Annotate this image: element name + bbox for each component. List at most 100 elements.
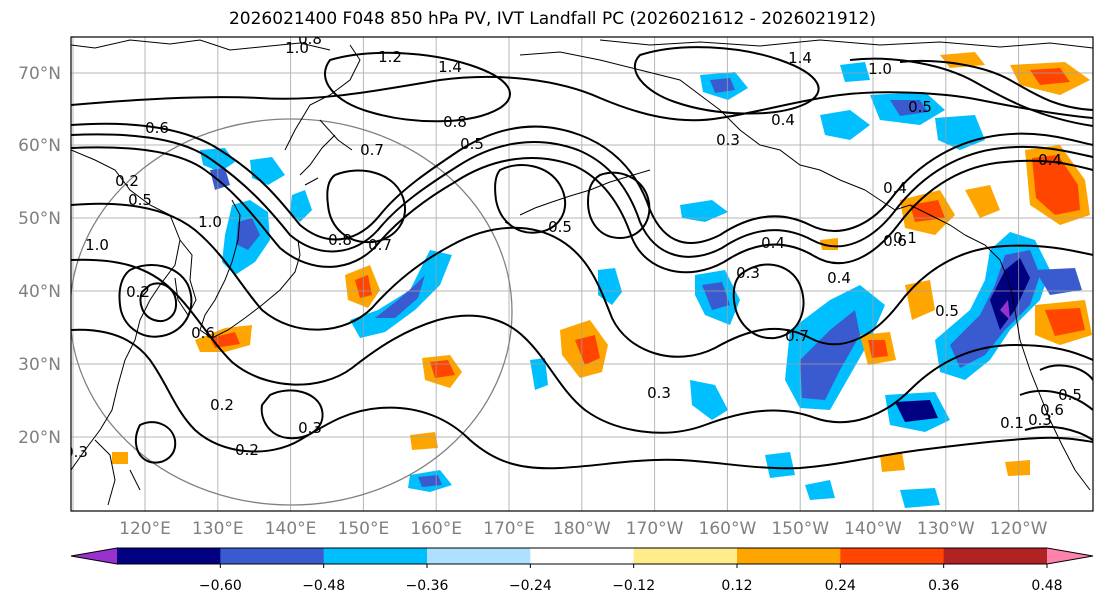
pv-contour-label: 0.5 bbox=[460, 135, 484, 153]
map-title: 2026021400 F048 850 hPa PV, IVT Landfall… bbox=[0, 9, 1105, 29]
pv-contour bbox=[71, 133, 1093, 258]
pv-contour-labels: 0.81.0 1.21.4 1.41.00.80.50.40.30.70.50.61… bbox=[71, 30, 1082, 461]
pv-contour-label: 0.7 bbox=[368, 236, 392, 254]
longitude-label: 140°W bbox=[844, 519, 902, 539]
longitude-label: 150°W bbox=[771, 519, 829, 539]
colorbar-segment bbox=[427, 548, 531, 564]
pv-contour bbox=[849, 57, 1093, 127]
pv-contour-label: 0.5 bbox=[908, 98, 932, 116]
longitude-label: 150°E bbox=[338, 519, 390, 539]
ivt-shading bbox=[112, 52, 1092, 508]
pv-contour bbox=[118, 264, 193, 338]
longitude-label: 130°E bbox=[192, 519, 244, 539]
map-panel: 0.81.0 1.21.4 1.41.00.80.50.40.30.70.50.61… bbox=[71, 30, 1093, 511]
pv-contour bbox=[732, 263, 805, 340]
longitude-label: 130°W bbox=[917, 519, 975, 539]
colorbar-extend-high bbox=[1047, 548, 1093, 564]
shade-positive bbox=[1030, 68, 1070, 85]
colorbar-outline bbox=[70, 547, 1094, 565]
shade-negative bbox=[210, 168, 230, 190]
shade-negative bbox=[840, 62, 870, 82]
longitude-label: 120°E bbox=[119, 519, 171, 539]
pv-contour bbox=[139, 282, 178, 322]
longitude-label: 170°W bbox=[626, 519, 684, 539]
shade-negative bbox=[990, 258, 1030, 330]
pv-contour-label: 0.1 bbox=[1000, 414, 1024, 432]
pv-contour bbox=[899, 59, 1093, 111]
latitude-label: 50°N bbox=[18, 209, 61, 229]
latitude-label: 40°N bbox=[18, 282, 61, 302]
longitude-labels: 120°E 130°E 140°E 150°E 160°E 170°E 180°W 170°W… bbox=[119, 519, 1048, 539]
map-frame bbox=[70, 36, 1094, 512]
pv-contour-label: 0.6 bbox=[883, 232, 907, 250]
pv-contour-label: 0.5 bbox=[935, 302, 959, 320]
pv-contour-label: 0.5 bbox=[128, 191, 152, 209]
coastline-korea bbox=[174, 239, 197, 316]
shade-negative bbox=[290, 190, 312, 222]
pv-contour-label: 0.2 bbox=[126, 283, 150, 301]
pv-contour bbox=[71, 328, 1093, 470]
latitude-labels: 70°N 60°N 50°N 40°N 30°N 20°N bbox=[18, 64, 61, 448]
colorbar-segment bbox=[117, 548, 221, 564]
pv-contour-label: 0.5 bbox=[1058, 386, 1082, 404]
coastline-japan bbox=[199, 199, 301, 339]
pv-contour-label: 0.3 bbox=[298, 419, 322, 437]
colorbar-tick-label: 0.48 bbox=[1031, 578, 1062, 594]
colorbar-tick-label: −0.60 bbox=[199, 578, 242, 594]
shade-negative bbox=[702, 282, 730, 310]
pv-contours bbox=[71, 46, 1093, 470]
shade-positive bbox=[1045, 308, 1085, 336]
coastline-kamchatka bbox=[284, 44, 361, 151]
shade-negative bbox=[1035, 268, 1082, 295]
shade-negative bbox=[820, 110, 870, 140]
colorbar-tick-label: 0.36 bbox=[928, 578, 959, 594]
shade-negative bbox=[530, 358, 548, 390]
pv-contour-label: 1.4 bbox=[788, 49, 812, 67]
latitude-label: 60°N bbox=[18, 136, 61, 156]
pv-contour bbox=[324, 51, 511, 123]
coastline-philippines bbox=[94, 439, 141, 506]
pv-contour-label: 0.7 bbox=[360, 141, 384, 159]
latitude-label: 70°N bbox=[18, 64, 61, 84]
pv-contour-label: 0.3 bbox=[1028, 411, 1052, 429]
longitude-label: 160°E bbox=[410, 519, 462, 539]
colorbar-segment bbox=[220, 548, 325, 564]
pv-contour-label: 0.2 bbox=[235, 441, 259, 459]
pv-contour-label: 0.3 bbox=[716, 131, 740, 149]
pv-contour bbox=[71, 146, 1093, 274]
colorbar-segment bbox=[943, 548, 1048, 564]
pv-contour-label: 0.2 bbox=[210, 396, 234, 414]
pv-contour bbox=[71, 75, 1093, 122]
colorbar-tick-label: −0.24 bbox=[509, 578, 552, 594]
longitude-label: 140°E bbox=[265, 519, 317, 539]
pv-contour-label: 1.2 bbox=[378, 48, 402, 66]
shade-negative bbox=[890, 100, 928, 116]
colorbar-tick-label: 0.24 bbox=[825, 578, 856, 594]
pv-contour-label: 0.8 bbox=[298, 30, 322, 48]
pv-contour-label: 0.4 bbox=[827, 269, 851, 287]
pv-contour bbox=[326, 169, 407, 244]
shade-negative bbox=[710, 78, 735, 93]
colorbar-segment bbox=[633, 548, 738, 564]
pv-contour bbox=[134, 421, 177, 464]
pv-contour-label: 0.6 bbox=[191, 324, 215, 342]
coastline-alaska bbox=[519, 51, 966, 236]
coastline-kuril bbox=[299, 134, 336, 186]
shade-negative bbox=[800, 310, 860, 400]
pv-contour-label: 0.6 bbox=[145, 119, 169, 137]
colorbar-extend-low bbox=[71, 548, 117, 564]
pv-contour-label: 1.0 bbox=[198, 213, 222, 231]
pv-contour bbox=[71, 122, 1093, 244]
pv-contour-label: 1.4 bbox=[438, 58, 462, 76]
shade-positive bbox=[575, 335, 600, 365]
shade-positive bbox=[940, 52, 985, 68]
pv-contour-label: 0.4 bbox=[1038, 151, 1062, 169]
pv-contour-label: 0.6 bbox=[1040, 401, 1064, 419]
pv-contour-label: 0.5 bbox=[548, 218, 572, 236]
shade-negative bbox=[236, 218, 260, 250]
colorbar-tick-label: −0.36 bbox=[406, 578, 449, 594]
pv-contour-label: 0.4 bbox=[761, 234, 785, 252]
colorbar-tick-label: −0.12 bbox=[612, 578, 655, 594]
pv-contour bbox=[260, 389, 324, 440]
